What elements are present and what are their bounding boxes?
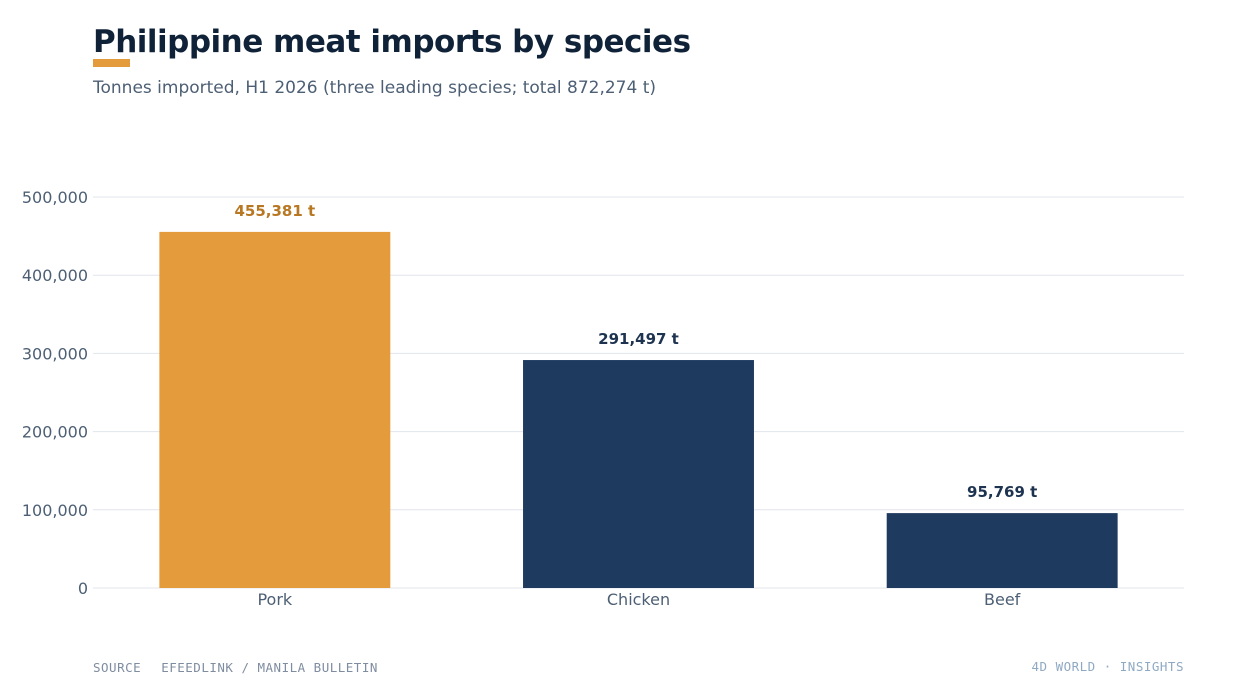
- value-label-beef: 95,769 t: [967, 483, 1037, 501]
- y-tick-label: 500,000: [22, 188, 88, 207]
- bar-chicken: [523, 360, 754, 588]
- title-accent-bar: [93, 59, 130, 67]
- chart-subtitle: Tonnes imported, H1 2026 (three leading …: [93, 78, 657, 98]
- y-tick-label: 400,000: [22, 266, 88, 285]
- y-tick-label: 100,000: [22, 501, 88, 520]
- bars: [159, 231, 1118, 588]
- brand-credit: 4D WORLD · INSIGHTS: [1031, 659, 1184, 674]
- bar-pork: [159, 231, 391, 588]
- source-label: SOURCE: [93, 660, 142, 675]
- x-tick-label-chicken: Chicken: [607, 590, 670, 609]
- value-label-chicken: 291,497 t: [598, 330, 679, 348]
- y-tick-label: 0: [78, 579, 88, 598]
- x-tick-label-pork: Pork: [257, 590, 292, 609]
- y-tick-label: 300,000: [22, 344, 88, 363]
- x-axis-tick-labels: Pork Chicken Beef: [257, 590, 1020, 609]
- x-tick-label-beef: Beef: [984, 590, 1021, 609]
- source-credit: SOURCE EFEEDLINK / MANILA BULLETIN: [93, 660, 378, 675]
- y-axis-tick-labels: 0 100,000 200,000 300,000 400,000 500,000: [22, 188, 88, 598]
- value-label-pork: 455,381 t: [234, 202, 315, 220]
- source-text: EFEEDLINK / MANILA BULLETIN: [161, 660, 378, 675]
- bar-value-labels: 455,381 t 291,497 t 95,769 t: [234, 202, 1037, 501]
- chart-title: Philippine meat imports by species: [93, 24, 691, 60]
- y-tick-label: 200,000: [22, 423, 88, 442]
- bar-beef: [886, 513, 1118, 588]
